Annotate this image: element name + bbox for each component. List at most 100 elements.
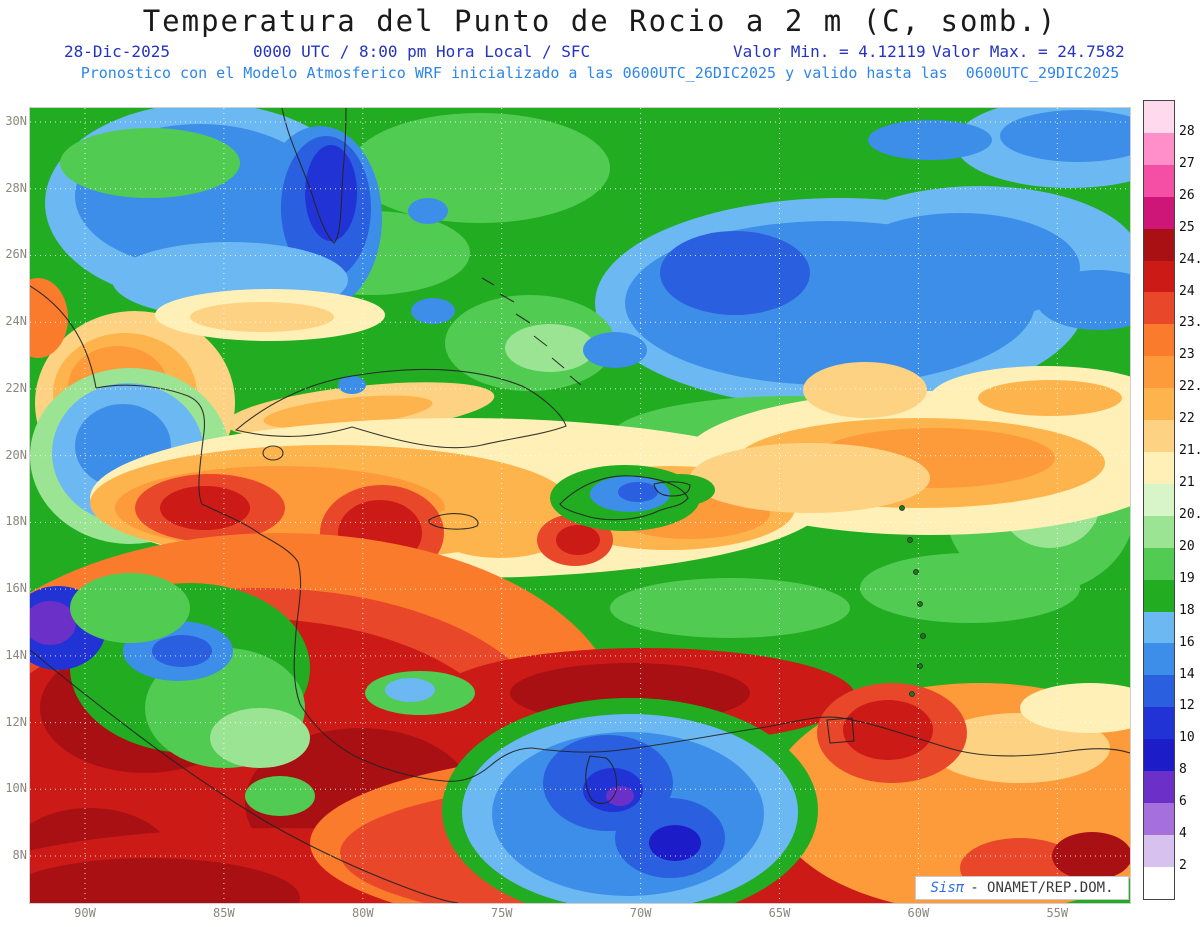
contour-region	[338, 376, 366, 394]
colorbar-segment	[1144, 547, 1174, 580]
colorbar-segment	[1144, 101, 1174, 133]
colorbar-segment	[1144, 451, 1174, 484]
colorbar-tick-label: 16	[1179, 634, 1195, 650]
colorbar-tick-label: 14	[1179, 666, 1195, 682]
colorbar-segment	[1144, 164, 1174, 197]
colorbar-tick-label: 22.5	[1179, 379, 1200, 395]
colorbar-tick-label: 23.5	[1179, 315, 1200, 331]
y-tick-label: 30N	[5, 114, 27, 128]
colorbar-tick-label: 28	[1179, 123, 1195, 139]
y-tick-label: 14N	[5, 647, 27, 662]
colorbar-labels: 2827262524.52423.52322.52221.52120.52019…	[1179, 100, 1200, 898]
island-dot	[913, 569, 919, 575]
contour-region	[305, 145, 357, 241]
colorbar-segment	[1144, 228, 1174, 261]
contour-region	[30, 278, 68, 358]
colorbar-tick-label: 24.5	[1179, 251, 1200, 267]
colorbar-tick-label: 21.5	[1179, 443, 1200, 459]
y-tick-label: 16N	[5, 581, 27, 596]
contour-region	[1000, 110, 1130, 162]
x-tick-label: 90W	[74, 906, 96, 920]
y-tick-label: 18N	[5, 514, 27, 529]
colorbar-segment	[1144, 483, 1174, 516]
watermark-text: - ONAMET/REP.DOM.	[970, 880, 1114, 896]
contour-region	[1052, 832, 1130, 880]
contour-region	[583, 332, 647, 368]
colorbar-tick-label: 25	[1179, 219, 1195, 235]
valid-time: 0000 UTC / 8:00 pm Hora Local / SFC	[253, 42, 591, 61]
contour-region	[690, 443, 930, 513]
contour-region	[610, 578, 850, 638]
colorbar-segment	[1144, 739, 1174, 772]
coastline-hispaniola	[559, 475, 689, 521]
colorbar-segment	[1144, 802, 1174, 835]
island-dot	[920, 633, 926, 639]
x-tick-label: 55W	[1046, 906, 1069, 920]
colorbar-tick-label: 19	[1179, 570, 1195, 586]
colorbar-tick-label: 10	[1179, 730, 1195, 746]
colorbar-tick-label: 22	[1179, 411, 1195, 427]
model-info-line: Pronostico con el Modelo Atmosferico WRF…	[80, 64, 1120, 82]
contour-region	[263, 395, 433, 429]
contour-region	[60, 128, 240, 198]
colorbar-tick-label: 27	[1179, 155, 1195, 171]
contour-region	[350, 113, 610, 223]
coastline-cuba	[234, 368, 567, 449]
contour-region	[408, 198, 448, 224]
contour-region	[1036, 270, 1130, 330]
colorbar-tick-label: 20.5	[1179, 506, 1200, 522]
colorbar-segment	[1144, 579, 1174, 612]
coastline-jamaica	[428, 513, 479, 530]
y-tick-label: 10N	[5, 781, 27, 796]
island-dot	[907, 537, 913, 543]
colorbar-segment	[1144, 388, 1174, 421]
contour-region	[843, 700, 933, 760]
colorbar-segment	[1144, 515, 1174, 548]
colorbar-segment	[1144, 866, 1174, 899]
coastline-pacific	[30, 649, 459, 903]
watermark-badge: Sisπ - ONAMET/REP.DOM.	[915, 876, 1129, 900]
y-tick-label: 26N	[5, 247, 27, 262]
y-tick-label: 24N	[5, 314, 27, 329]
colorbar-segment	[1144, 292, 1174, 325]
coastline-bahamas	[481, 277, 582, 386]
y-tick-label: 20N	[5, 447, 27, 462]
colorbar-tick-label: 6	[1179, 794, 1187, 810]
contour-region	[868, 120, 992, 160]
contour-region	[245, 776, 315, 816]
colorbar-segment	[1144, 420, 1174, 452]
coastline-central-america	[30, 285, 533, 782]
coastline-lake-maracaibo	[585, 755, 618, 804]
coastlines	[30, 108, 1130, 903]
contour-region	[411, 298, 455, 324]
contour-region	[505, 324, 595, 372]
colorbar-segment	[1144, 643, 1174, 676]
colorbar-tick-label: 21	[1179, 475, 1195, 491]
x-tick-label: 65W	[768, 906, 791, 920]
contour-region	[1020, 683, 1130, 733]
contour-region	[606, 786, 634, 806]
island-dot	[909, 691, 915, 697]
colorbar-segment	[1144, 675, 1174, 708]
coastline-south-america	[531, 716, 1130, 757]
value-max-label: Valor Max. = 24.7582	[932, 42, 1125, 61]
contour-region	[30, 601, 76, 645]
y-tick-label: 8N	[12, 848, 27, 863]
x-tick-label: 75W	[490, 906, 513, 920]
colorbar-segment	[1144, 707, 1174, 740]
contour-region	[70, 573, 190, 643]
contour-region	[618, 482, 658, 502]
x-tick-label: 85W	[213, 906, 235, 920]
x-tick-label: 60W	[907, 906, 930, 920]
contour-region	[860, 553, 1080, 623]
colorbar-segment	[1144, 132, 1174, 165]
y-tick-label: 28N	[5, 180, 27, 195]
colorbar-segment	[1144, 834, 1174, 867]
colorbar	[1143, 100, 1175, 900]
colorbar-segment	[1144, 611, 1174, 644]
colorbar-tick-label: 18	[1179, 602, 1195, 618]
contour-region	[190, 302, 334, 332]
island-dot	[917, 601, 923, 607]
contour-region	[430, 498, 570, 558]
y-tick-label: 12N	[5, 714, 27, 729]
